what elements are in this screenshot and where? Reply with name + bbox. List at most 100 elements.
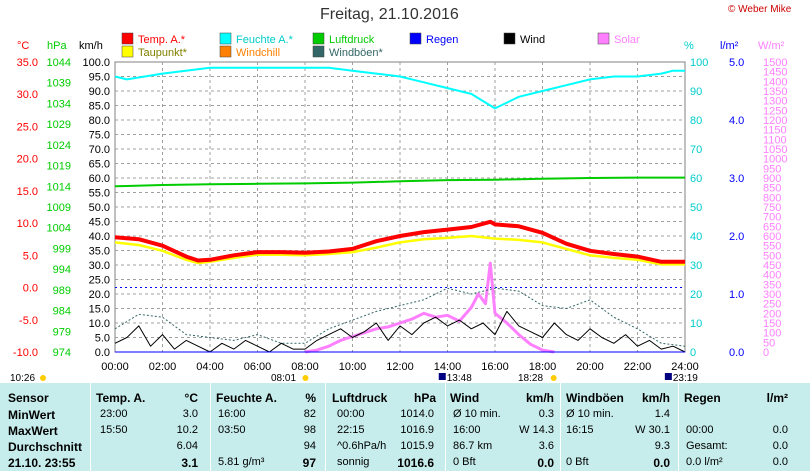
table-cell: 9.3 [654, 440, 670, 452]
humidity-tick-label: 100 [690, 57, 708, 69]
wind-tick-label: 0.0 [95, 347, 110, 359]
table-header: % [305, 391, 316, 405]
moon-icon [40, 375, 46, 381]
table-header: km/h [525, 391, 554, 405]
temp-tick-label: 30.0 [17, 89, 38, 101]
solar-tick-label: 1050 [763, 144, 787, 156]
table-cell: 0 Bft [453, 456, 476, 468]
table-cell: 94 [303, 440, 316, 452]
legend-label: Feuchte A.* [236, 34, 294, 46]
solar-tick-label: 1150 [763, 125, 787, 137]
pressure-tick-label: 1014 [47, 181, 71, 193]
table-cell: 03:50 [218, 424, 246, 436]
solar-tick-label: 250 [763, 299, 781, 311]
humidity-tick-label: 0 [690, 347, 696, 359]
humidity-line [114, 66, 685, 110]
table-divider [445, 383, 446, 471]
pressure-unit-label: hPa [47, 40, 67, 52]
table-cell: 6.04 [176, 440, 198, 452]
wind-tick-label: 60.0 [89, 173, 110, 185]
table-cell: 1016.6 [397, 456, 434, 470]
wind-tick-label: 85.0 [89, 101, 110, 113]
solar-tick-label: 550 [763, 241, 781, 253]
legend-swatch [597, 32, 610, 45]
pressure-tick-label: 1024 [47, 140, 71, 152]
table-cell: 1016.9 [400, 424, 434, 436]
table-cell: 3.6 [538, 440, 554, 452]
sun-icon [302, 375, 309, 381]
sunset-time: 18:28 [518, 373, 543, 383]
table-cell: 0 Bft [566, 456, 589, 468]
temp-tick-label: -5.0 [19, 315, 38, 327]
time-tick-label: 02:00 [149, 361, 177, 373]
wind-tick-label: 90.0 [89, 86, 110, 98]
wind-tick-label: 50.0 [89, 202, 110, 214]
table-cell: 23:00 [100, 408, 128, 420]
moonrise-time: 13:48 [447, 373, 472, 383]
solar-tick-label: 50 [763, 337, 775, 349]
wind-tick-label: 75.0 [89, 130, 110, 142]
humidity-tick-label: 20 [690, 289, 702, 301]
wind-tick-label: 15.0 [89, 304, 110, 316]
temp-tick-label: 5.0 [23, 250, 38, 262]
table-divider [90, 383, 91, 471]
pressure-tick-label: 999 [53, 243, 71, 255]
table-cell: 16:15 [566, 424, 594, 436]
solar-tick-label: 900 [763, 173, 781, 185]
table-header: °C [184, 391, 198, 405]
table-cell: 0.0 [772, 424, 788, 436]
wind-tick-label: 40.0 [89, 231, 110, 243]
wind-tick-label: 20.0 [89, 289, 110, 301]
table-divider [210, 383, 211, 471]
humidity-tick-label: 30 [690, 260, 702, 272]
wind-tick-label: 80.0 [89, 115, 110, 127]
solar-tick-label: 1450 [763, 67, 787, 79]
table-cell: 22:15 [337, 424, 365, 436]
solar-tick-label: 1250 [763, 105, 787, 117]
time-tick-label: 06:00 [244, 361, 272, 373]
humidity-tick-label: 10 [690, 318, 702, 330]
time-tick-label: 10:00 [339, 361, 367, 373]
table-cell: 86.7 km [453, 440, 493, 452]
rain-tick-label: 2.0 [729, 231, 744, 243]
table-cell: 97 [302, 456, 316, 470]
wind-tick-label: 30.0 [89, 260, 110, 272]
solar-tick-label: 400 [763, 270, 781, 282]
wind-tick-label: 35.0 [89, 246, 110, 258]
legend-label: Wind [520, 34, 545, 46]
wind-tick-label: 70.0 [89, 144, 110, 156]
legend-label: Regen [426, 34, 458, 46]
wind-unit-label: km/h [79, 40, 103, 52]
table-divider [678, 383, 679, 471]
table-cell: Ø 10 min. [453, 408, 501, 420]
rain-tick-label: 3.0 [729, 173, 744, 185]
wind-tick-label: 95.0 [89, 72, 110, 84]
table-cell: W 30.1 [635, 424, 670, 436]
table-cell: Durchschnitt [8, 440, 83, 454]
pressure-tick-label: 974 [53, 347, 71, 359]
pressure-tick-label: 1039 [47, 78, 71, 90]
table-cell: 1.4 [654, 408, 670, 420]
temp-unit-label: °C [17, 40, 29, 52]
time-tick-label: 16:00 [481, 361, 509, 373]
pressure-tick-label: 1019 [47, 161, 71, 173]
humidity-tick-label: 40 [690, 231, 702, 243]
legend-swatch [409, 32, 422, 45]
table-header: Wind [450, 391, 480, 405]
solar-tick-label: 650 [763, 221, 781, 233]
solar-tick-label: 600 [763, 231, 781, 243]
pressure-tick-label: 1009 [47, 202, 71, 214]
legend-label: Windböen* [329, 47, 384, 59]
table-cell: 00:00 [686, 424, 714, 436]
moon-event-time: 23:19 [673, 373, 698, 383]
legend-label: Taupunkt* [138, 47, 188, 59]
table-cell: 0.0 l/m² [686, 456, 723, 468]
rain-tick-label: 1.0 [729, 289, 744, 301]
pressure-tick-label: 1044 [47, 57, 71, 69]
temp-tick-label: 10.0 [17, 218, 38, 230]
rain-tick-label: 5.0 [729, 57, 744, 69]
pressure-tick-label: 1029 [47, 119, 71, 131]
table-cell: 3.0 [182, 408, 198, 420]
wind-tick-label: 10.0 [89, 318, 110, 330]
solar-tick-label: 750 [763, 202, 781, 214]
